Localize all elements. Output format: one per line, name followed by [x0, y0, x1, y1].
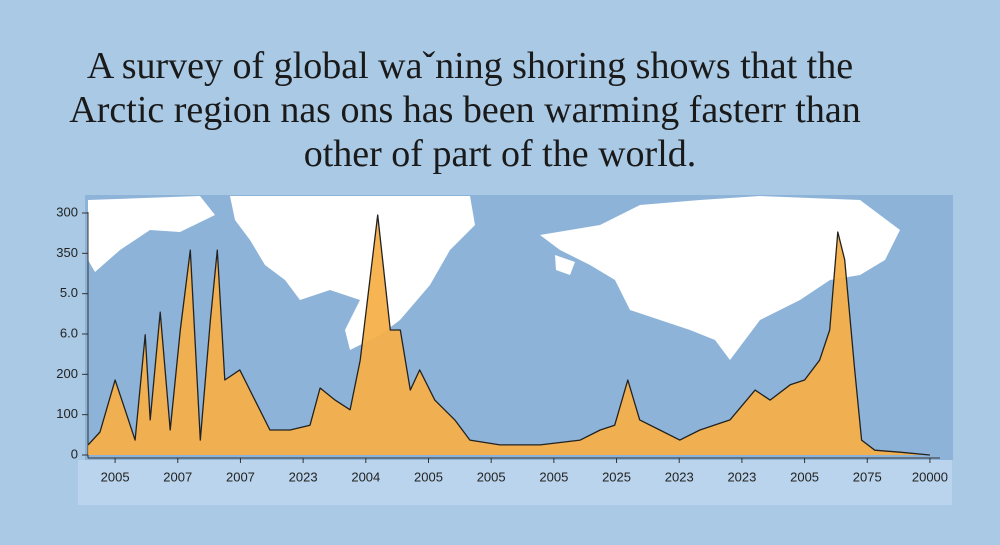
area: [88, 215, 930, 455]
x-tick-label: 2023: [289, 469, 318, 484]
line: [87, 214, 930, 456]
y-tick-label: 0: [71, 446, 78, 461]
y-tick-label: 6.0: [60, 325, 78, 340]
x-tick-label: 2007: [226, 469, 255, 484]
landmass: [88, 196, 215, 272]
x-tick-label: 20000: [912, 469, 948, 484]
x-tick-label: 2005: [101, 469, 130, 484]
x-tick-label: 2023: [727, 469, 756, 484]
x-axis-strip: [78, 460, 952, 505]
y-tick-label: 350: [56, 245, 78, 260]
x-tick-label: 2005: [414, 469, 443, 484]
x-tick-label: 2005: [477, 469, 506, 484]
title-line: other of part of the world.: [304, 133, 697, 175]
x-tick-label: 2005: [790, 469, 819, 484]
y-tick-label: 100: [56, 406, 78, 421]
landmass: [540, 196, 900, 360]
x-tick-label: 2025: [602, 469, 631, 484]
title-line: Arctic region nas ons has been warming f…: [69, 89, 860, 131]
y-tick-label: 5.0: [60, 285, 78, 300]
landmass: [230, 196, 475, 350]
x-tick-label: 2007: [163, 469, 192, 484]
x-tick-label: 2023: [665, 469, 694, 484]
x-tick-label: 2005: [539, 469, 568, 484]
y-tick-label: 300: [56, 204, 78, 219]
x-tick-label: 2004: [351, 469, 380, 484]
landmass: [555, 255, 575, 275]
title-line: A survey of global waˇning shoring shows…: [87, 45, 853, 87]
x-tick-label: 2075: [853, 469, 882, 484]
y-tick-label: 200: [56, 366, 78, 381]
